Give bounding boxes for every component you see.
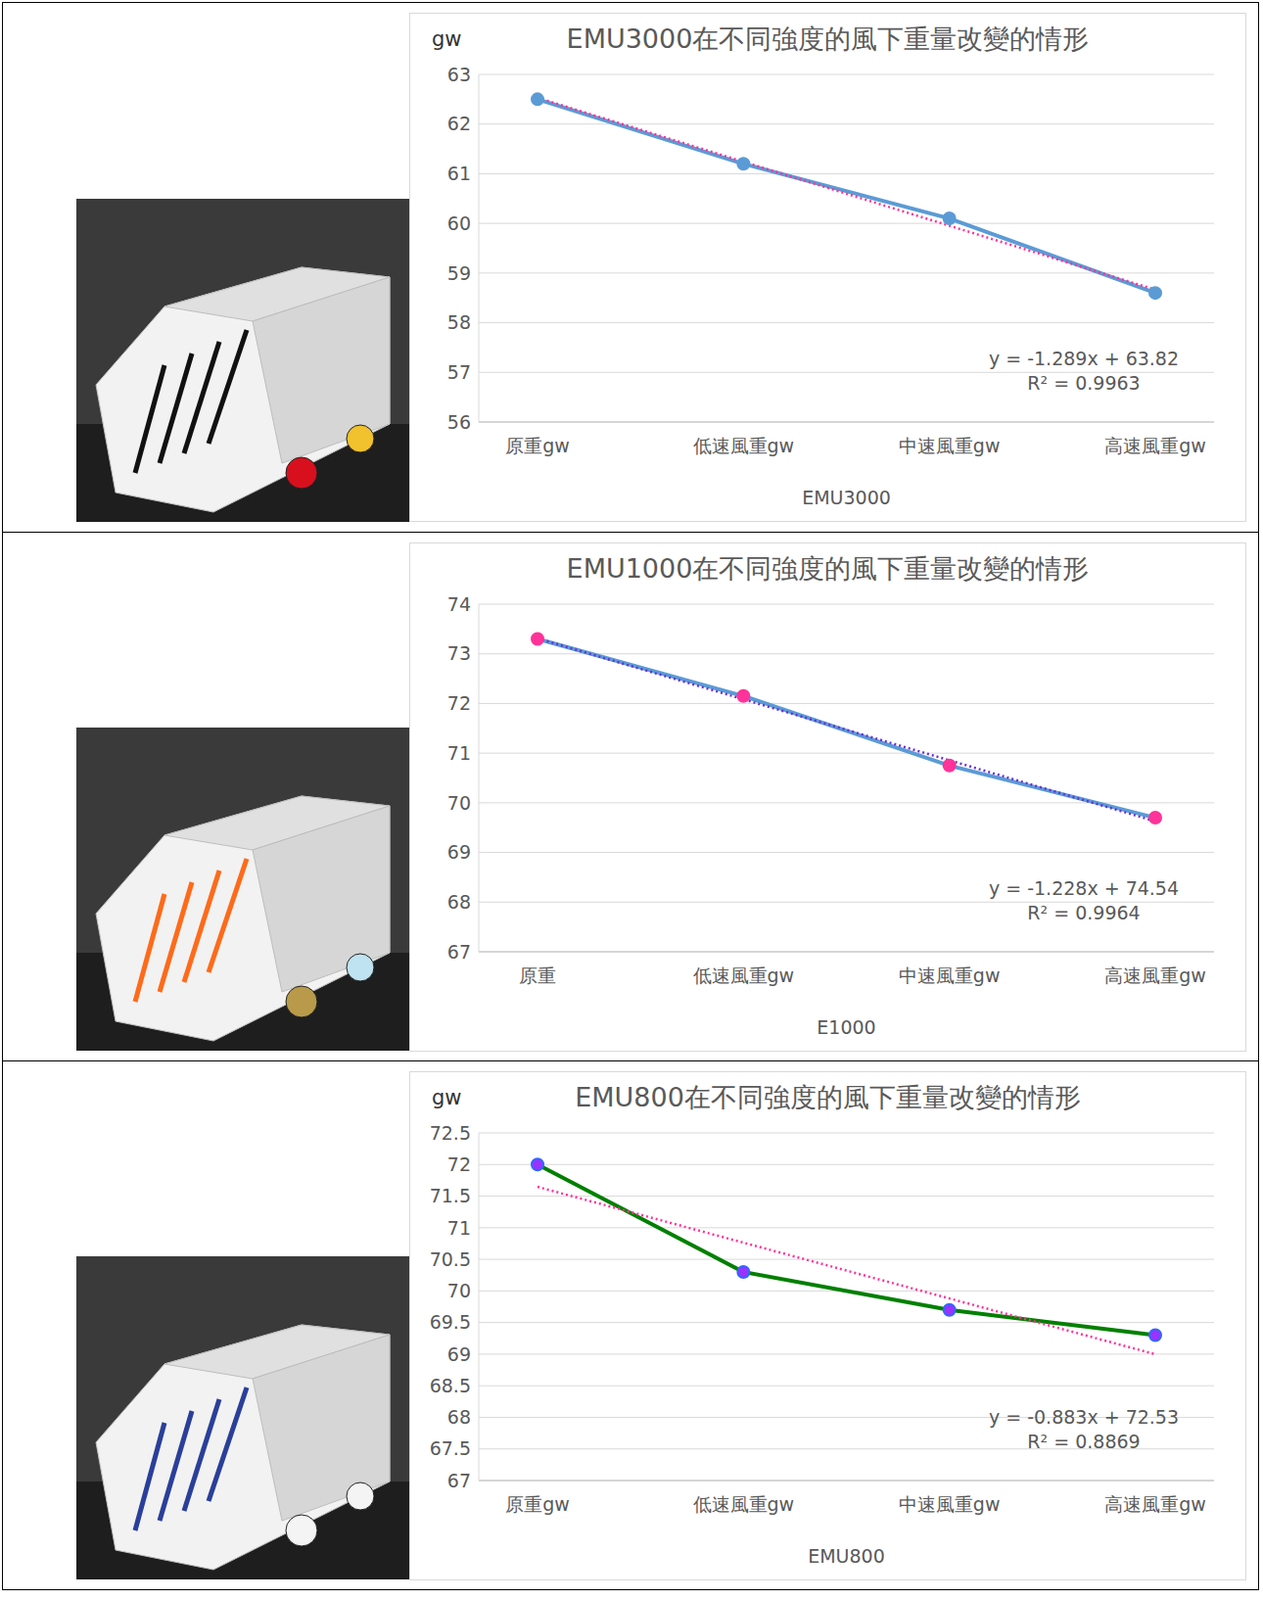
- html-text:R² = 0.9963: R² = 0.9963: [1027, 372, 1141, 394]
- svg-text:57: 57: [447, 361, 471, 383]
- html-text:y = -0.883x + 72.53: y = -0.883x + 72.53: [988, 1405, 1179, 1427]
- svg-text:67: 67: [447, 1468, 471, 1491]
- svg-text:60: 60: [447, 212, 471, 234]
- html-text:y = -1.289x + 63.82: y = -1.289x + 63.82: [988, 347, 1179, 370]
- svg-text:73: 73: [447, 642, 471, 664]
- svg-text:低速風重gw: 低速風重gw: [693, 434, 796, 457]
- svg-text:中速風重gw: 中速風重gw: [898, 1493, 1001, 1515]
- svg-text:72: 72: [447, 1153, 471, 1175]
- svg-text:原重gw: 原重gw: [505, 434, 570, 457]
- svg-text:61: 61: [447, 162, 471, 185]
- svg-text:71.5: 71.5: [429, 1184, 471, 1207]
- svg-text:67: 67: [447, 939, 471, 962]
- svg-text:62: 62: [447, 112, 471, 135]
- svg-text:69: 69: [447, 1342, 471, 1364]
- svg-text:59: 59: [447, 262, 471, 284]
- svg-text:低速風重gw: 低速風重gw: [693, 964, 796, 986]
- svg-text:EMU3000: EMU3000: [801, 486, 891, 509]
- svg-text:低速風重gw: 低速風重gw: [693, 1493, 796, 1515]
- html-text:R² = 0.8869: R² = 0.8869: [1027, 1429, 1141, 1452]
- html-text:gw: gw: [431, 27, 462, 51]
- svg-text:56: 56: [447, 411, 471, 433]
- svg-text:69.5: 69.5: [429, 1310, 471, 1333]
- svg-text:中速風重gw: 中速風重gw: [898, 964, 1001, 986]
- html-text:EMU1000在不同強度的風下重量改變的情形: EMU1000在不同強度的風下重量改變的情形: [566, 552, 1090, 584]
- svg-text:高速風重gw: 高速風重gw: [1104, 1493, 1207, 1515]
- svg-text:70: 70: [447, 791, 471, 813]
- svg-text:72: 72: [447, 692, 471, 714]
- svg-text:E1000: E1000: [816, 1016, 876, 1038]
- svg-text:68: 68: [447, 1405, 471, 1428]
- svg-text:68.5: 68.5: [429, 1373, 471, 1396]
- html-text:EMU800在不同強度的風下重量改變的情形: EMU800在不同強度的風下重量改變的情形: [574, 1081, 1081, 1112]
- svg-text:71: 71: [447, 741, 471, 763]
- svg-text:71: 71: [447, 1216, 471, 1238]
- svg-text:69: 69: [447, 841, 471, 863]
- svg-text:中速風重gw: 中速風重gw: [898, 434, 1001, 457]
- svg-text:70.5: 70.5: [429, 1247, 471, 1269]
- svg-text:63: 63: [447, 64, 471, 86]
- svg-text:58: 58: [447, 311, 471, 333]
- svg-text:EMU800: EMU800: [807, 1544, 886, 1567]
- html-text:y = -1.228x + 74.54: y = -1.228x + 74.54: [988, 876, 1179, 899]
- html-text:R² = 0.9964: R² = 0.9964: [1027, 901, 1141, 923]
- html-text:EMU3000在不同強度的風下重量改變的情形: EMU3000在不同強度的風下重量改變的情形: [566, 23, 1090, 54]
- svg-text:67.5: 67.5: [429, 1437, 471, 1459]
- svg-text:高速風重gw: 高速風重gw: [1104, 434, 1207, 457]
- svg-text:70: 70: [447, 1279, 471, 1302]
- svg-text:74: 74: [447, 594, 471, 615]
- svg-text:68: 68: [447, 890, 471, 913]
- svg-text:高速風重gw: 高速風重gw: [1104, 964, 1207, 986]
- svg-text:原重gw: 原重gw: [505, 1493, 570, 1515]
- svg-text:72.5: 72.5: [429, 1122, 471, 1144]
- svg-text:原重: 原重: [518, 964, 557, 986]
- html-text:gw: gw: [431, 1085, 462, 1109]
